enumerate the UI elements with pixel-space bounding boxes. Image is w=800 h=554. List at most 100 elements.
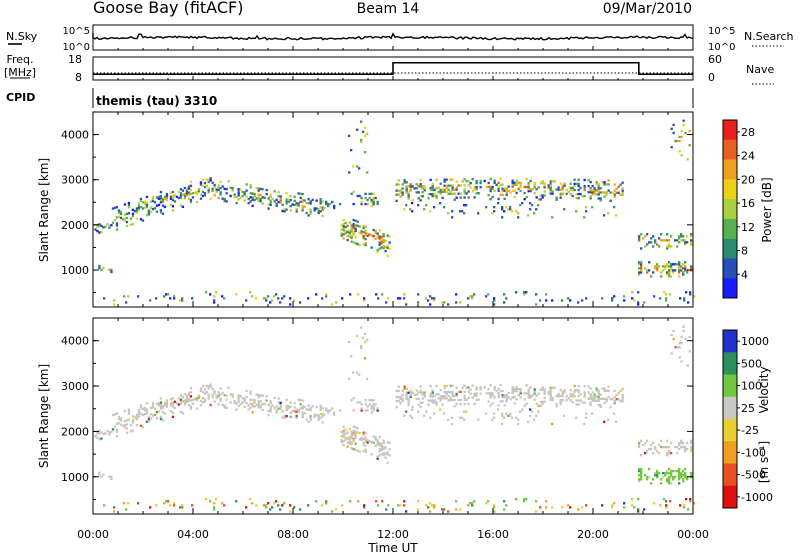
power-cell [131,208,135,212]
power-cell [403,179,406,182]
power-cell [370,204,373,208]
power-cell [656,265,659,268]
power-cell [409,189,412,192]
velocity-cell [487,392,490,395]
power-cell [638,273,641,276]
power-cell [201,184,205,187]
velocity-cell [654,472,657,475]
velocity-cell [257,395,260,399]
velocity-cell [471,384,474,387]
power-cell [283,295,286,298]
power-cell [145,203,149,207]
velocity-cell [471,502,474,505]
power-cell [199,181,203,184]
velocity-cell [670,452,673,455]
power-cell [613,183,616,186]
power-cell [569,186,572,190]
velocity-cell [475,398,478,401]
power-cell [678,271,681,274]
power-cell [658,265,661,268]
power-cell [333,204,336,208]
power-cell [364,196,367,200]
power-cell [549,182,552,185]
velocity-cell [585,416,588,419]
velocity-cell [259,394,262,397]
power-cell [577,192,580,196]
power-cell [668,275,671,278]
velocity-cell [674,346,677,349]
power-cell [666,233,669,236]
velocity-cell [541,386,544,389]
power-cell [295,204,298,207]
velocity-cell [340,441,343,444]
velocity-cell [217,395,220,398]
velocity-cell [151,414,155,417]
power-cell [511,189,514,193]
power-cell [493,179,496,182]
velocity-cell [263,504,266,507]
velocity-cell [513,396,516,399]
power-cell [601,297,604,300]
velocity-cell [437,393,440,396]
power-cell [654,265,657,268]
velocity-cell [110,477,113,480]
velocity-cell [333,413,336,416]
velocity-cell [374,436,377,439]
velocity-cell [299,399,302,402]
velocity-cell [467,504,470,507]
power-cell [98,225,101,228]
power-cell [376,232,379,235]
power-cell [301,209,304,212]
velocity-cell [483,386,486,389]
velocity-cell [543,400,546,404]
power-cell [225,200,228,203]
power-cell [133,210,137,213]
power-cell [370,200,373,204]
velocity-cell [658,472,661,475]
power-cell [352,225,355,228]
velocity-cell [165,500,168,503]
power-cell [473,293,476,296]
power-cell [321,206,324,209]
power-cell [179,196,183,199]
power-cell [609,191,612,194]
velocity-cell [577,403,580,406]
velocity-cell [315,405,318,409]
power-cell [364,126,367,129]
velocity-cell [511,389,514,393]
colorbar-tick-label: 25 [741,402,755,415]
velocity-cell [117,417,121,421]
velocity-cell [403,387,406,390]
velocity-cell [539,506,542,509]
power-cell [255,187,258,190]
power-cell [409,185,412,188]
velocity-cell [315,414,318,417]
velocity-cell [471,504,474,507]
velocity-cell [189,405,193,408]
power-cell [364,229,367,233]
power-cell [119,216,123,220]
velocity-cell [213,508,216,511]
velocity-cell [411,416,414,419]
velocity-cell [354,426,357,429]
power-cell [613,295,616,298]
power-cell [463,204,466,207]
velocity-cell [203,388,207,391]
velocity-cell [245,402,248,405]
velocity-cell [147,415,151,419]
power-cell [491,185,494,189]
velocity-cell [189,395,193,398]
power-cell [445,178,448,181]
velocity-cell [157,410,161,413]
power-cell [285,208,288,211]
velocity-cell [143,406,147,410]
velocity-cell [503,508,506,511]
power-cell [447,188,450,191]
beam-title: Beam 14 [357,1,420,17]
velocity-cell [662,476,665,479]
power-cell [123,213,127,216]
power-cell [281,209,284,213]
power-cell [159,199,163,202]
velocity-cell [98,438,101,441]
velocity-cell [658,443,661,447]
